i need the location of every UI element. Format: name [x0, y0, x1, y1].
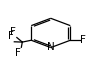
- Text: F: F: [15, 48, 21, 58]
- Text: N: N: [47, 42, 55, 52]
- Text: F: F: [11, 27, 16, 37]
- Text: F: F: [80, 35, 86, 45]
- Text: F: F: [8, 31, 14, 41]
